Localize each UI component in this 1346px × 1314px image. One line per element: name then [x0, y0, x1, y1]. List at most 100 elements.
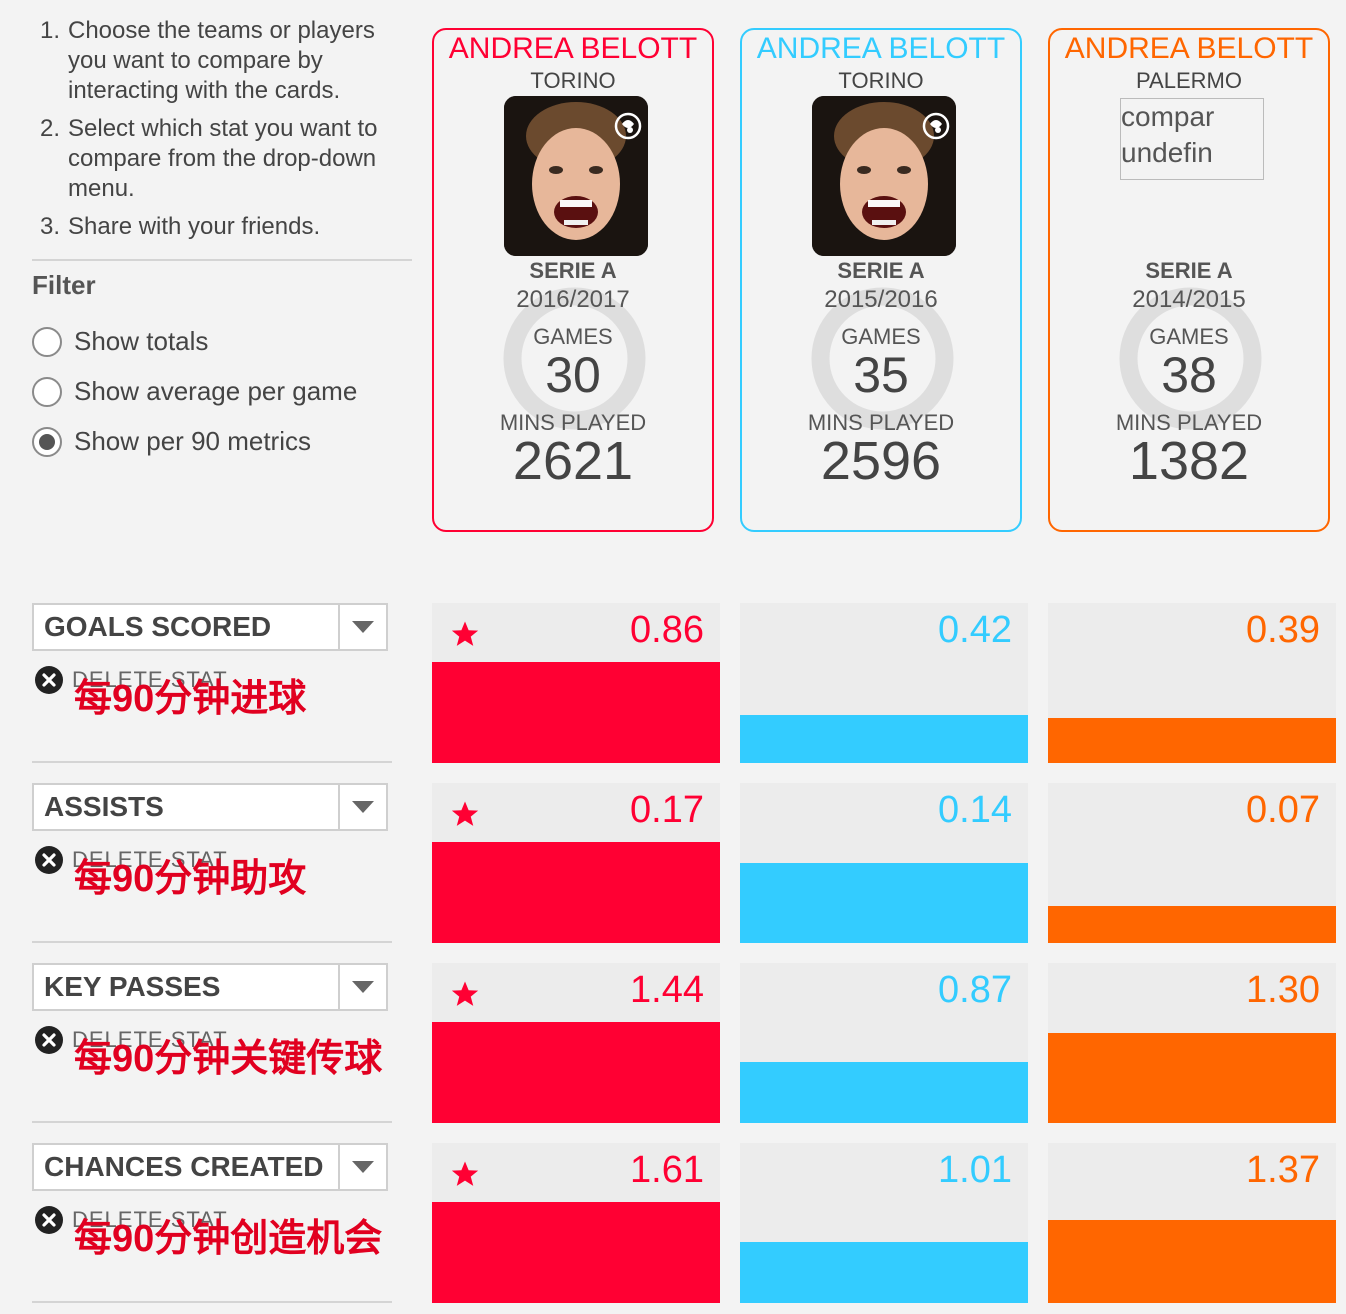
delete-stat-label: DELETE STAT — [72, 1027, 228, 1052]
player-name: ANDREA BELOTT — [1064, 32, 1314, 65]
stat-value: 0.86 — [630, 609, 704, 651]
season: 2016/2017 — [516, 286, 630, 313]
close-circle-icon[interactable] — [34, 1205, 64, 1235]
stat-dropdown-label: KEY PASSES — [44, 971, 221, 1002]
stat-value: 0.17 — [630, 789, 704, 831]
player-name: ANDREA BELOTT — [448, 32, 698, 65]
filter-title: Filter — [32, 270, 96, 300]
stat-value: 1.61 — [630, 1149, 704, 1191]
stat-annotation: 每90分钟进球 — [74, 678, 307, 720]
games-value: 35 — [853, 347, 909, 403]
chevron-down-icon — [352, 981, 374, 993]
mins-played-value: 1382 — [1128, 431, 1250, 491]
delete-stat-button[interactable]: DELETE STAT — [34, 1025, 228, 1055]
stat-cell: 0.42 — [740, 603, 1028, 763]
games-value: 30 — [545, 347, 601, 403]
stat-cell: 0.39 — [1048, 603, 1336, 763]
delete-stat-label: DELETE STAT — [72, 667, 228, 692]
stat-cell: 0.87 — [740, 963, 1028, 1123]
divider — [32, 941, 392, 943]
broken-image: compar undefin — [1120, 98, 1264, 180]
radio-icon[interactable] — [32, 326, 62, 357]
close-circle-icon[interactable] — [34, 845, 64, 875]
dropdown-toggle[interactable] — [338, 1145, 386, 1189]
filter-option-label: Show totals — [74, 326, 209, 356]
stat-dropdown[interactable]: CHANCES CREATED — [32, 1143, 388, 1191]
stat-bar — [740, 1242, 1028, 1303]
competition: SERIE A — [837, 258, 925, 283]
stat-value: 1.30 — [1246, 969, 1320, 1011]
delete-stat-button[interactable]: DELETE STAT — [34, 1205, 228, 1235]
team-name: PALERMO — [1136, 68, 1242, 93]
mins-played-label: MINS PLAYED — [1115, 410, 1263, 435]
stat-value: 0.39 — [1246, 609, 1320, 651]
season: 2014/2015 — [1132, 286, 1246, 313]
player-photo — [812, 96, 956, 256]
radio-icon[interactable] — [32, 426, 62, 457]
stat-annotation: 每90分钟助攻 — [74, 858, 307, 900]
stat-bar — [740, 715, 1028, 763]
close-circle-icon[interactable] — [34, 1025, 64, 1055]
club-badge-icon — [922, 112, 950, 140]
games-label: GAMES — [841, 324, 921, 349]
stat-value: 1.37 — [1246, 1149, 1320, 1191]
player-card[interactable]: ANDREA BELOTT PALERMO compar undefin SER… — [1048, 28, 1330, 532]
delete-stat-button[interactable]: DELETE STAT — [34, 845, 228, 875]
stat-bar — [740, 863, 1028, 943]
stat-bar — [740, 1062, 1028, 1123]
stat-bar — [432, 842, 720, 943]
stat-cell: 0.86 — [432, 603, 720, 763]
stat-dropdown[interactable]: ASSISTS — [32, 783, 388, 831]
instruction-item: 3. Share with your friends. — [40, 213, 321, 240]
instruction-item: 1. Choose the teams or players you want t… — [40, 17, 375, 104]
chevron-down-icon — [352, 1161, 374, 1173]
stat-dropdown[interactable]: GOALS SCORED — [32, 603, 388, 651]
stat-cell: 1.61 — [432, 1143, 720, 1303]
dropdown-toggle[interactable] — [338, 605, 386, 649]
dropdown-toggle[interactable] — [338, 785, 386, 829]
season: 2015/2016 — [824, 286, 938, 313]
delete-stat-button[interactable]: DELETE STAT — [34, 665, 228, 695]
filter-option-average[interactable]: Show average per game — [32, 376, 357, 407]
stat-cell: 0.17 — [432, 783, 720, 943]
games-ring — [1119, 287, 1262, 430]
filter-option-per90[interactable]: Show per 90 metrics — [32, 426, 311, 457]
stat-bar — [432, 662, 720, 763]
stat-value: 0.14 — [938, 789, 1012, 831]
stat-cell: 1.30 — [1048, 963, 1336, 1123]
dropdown-toggle[interactable] — [338, 965, 386, 1009]
delete-stat-label: DELETE STAT — [72, 1207, 228, 1232]
stat-value: 0.07 — [1246, 789, 1320, 831]
radio-icon[interactable] — [32, 376, 62, 407]
competition: SERIE A — [1145, 258, 1233, 283]
stat-bar — [1048, 906, 1336, 943]
divider — [32, 1301, 392, 1303]
divider — [32, 259, 412, 261]
star-icon — [451, 621, 479, 646]
stat-dropdown[interactable]: KEY PASSES — [32, 963, 388, 1011]
mins-played-label: MINS PLAYED — [499, 410, 647, 435]
player-card[interactable]: ANDREA BELOTT TORINO — [432, 28, 714, 532]
instruction-item: 2. Select which stat you want to compare … — [40, 115, 378, 202]
star-icon — [451, 1161, 479, 1186]
stat-cell: 0.14 — [740, 783, 1028, 943]
stat-cell: 0.07 — [1048, 783, 1336, 943]
divider — [32, 761, 392, 763]
stat-value: 1.01 — [938, 1149, 1012, 1191]
star-icon — [451, 801, 479, 826]
stat-bar — [1048, 1033, 1336, 1123]
player-card[interactable]: ANDREA BELOTT TORINO — [740, 28, 1022, 532]
mins-played-value: 2621 — [512, 431, 634, 491]
stat-value: 0.87 — [938, 969, 1012, 1011]
player-name: ANDREA BELOTT — [756, 32, 1006, 65]
delete-stat-label: DELETE STAT — [72, 847, 228, 872]
close-circle-icon[interactable] — [34, 665, 64, 695]
stat-annotation: 每90分钟关键传球 — [74, 1038, 383, 1080]
chevron-down-icon — [352, 801, 374, 813]
filter-option-totals[interactable]: Show totals — [32, 326, 208, 357]
team-name: TORINO — [530, 68, 616, 93]
divider — [32, 1121, 392, 1123]
games-label: GAMES — [1149, 324, 1229, 349]
stat-bar — [1048, 1220, 1336, 1303]
star-icon — [451, 981, 479, 1006]
